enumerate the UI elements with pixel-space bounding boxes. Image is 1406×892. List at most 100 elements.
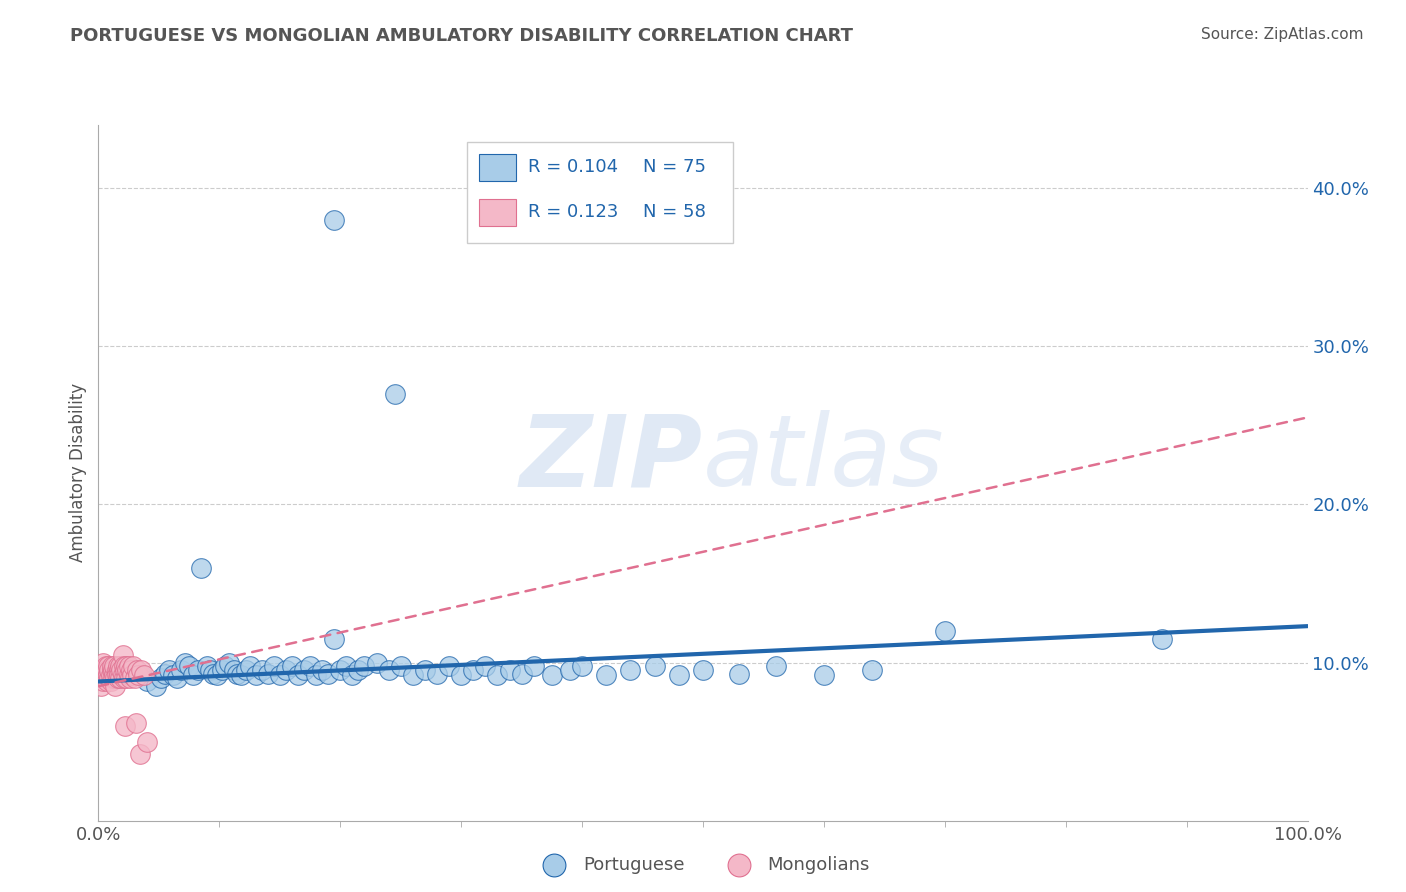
Point bbox=[162, 668, 184, 682]
Point bbox=[498, 664, 520, 678]
Point bbox=[101, 664, 124, 678]
Point bbox=[108, 664, 131, 678]
Point bbox=[118, 658, 141, 673]
Point bbox=[384, 386, 406, 401]
Point bbox=[329, 664, 352, 678]
Point bbox=[218, 656, 240, 670]
Point bbox=[177, 658, 201, 673]
Point bbox=[117, 664, 139, 678]
Point bbox=[103, 658, 125, 673]
Point bbox=[222, 664, 245, 678]
Point bbox=[323, 632, 346, 646]
Point bbox=[413, 664, 436, 678]
Point bbox=[107, 671, 129, 685]
Point bbox=[619, 664, 641, 678]
Point bbox=[239, 658, 262, 673]
Point bbox=[644, 658, 666, 673]
Point bbox=[668, 668, 690, 682]
Point bbox=[89, 671, 111, 685]
Point bbox=[111, 668, 134, 682]
Point bbox=[298, 658, 321, 673]
Point bbox=[101, 671, 124, 685]
Point bbox=[281, 658, 304, 673]
Point bbox=[127, 664, 149, 678]
Point bbox=[474, 658, 496, 673]
Point bbox=[112, 658, 135, 673]
Point bbox=[195, 658, 218, 673]
Point bbox=[263, 658, 285, 673]
Point bbox=[153, 666, 176, 681]
Point bbox=[100, 668, 122, 682]
Point bbox=[96, 674, 118, 689]
Point bbox=[115, 658, 138, 673]
Point bbox=[235, 664, 257, 678]
Point bbox=[523, 658, 546, 673]
Point bbox=[366, 656, 388, 670]
Point bbox=[934, 624, 956, 638]
Point bbox=[94, 671, 117, 685]
Point bbox=[181, 668, 204, 682]
Point bbox=[174, 656, 197, 670]
Point bbox=[463, 664, 485, 678]
Point bbox=[292, 664, 315, 678]
Point bbox=[105, 668, 128, 682]
Point bbox=[93, 668, 115, 682]
Point bbox=[104, 671, 127, 685]
Point bbox=[97, 668, 120, 682]
Point bbox=[486, 668, 509, 682]
Point bbox=[114, 719, 136, 733]
Point bbox=[127, 668, 149, 682]
FancyBboxPatch shape bbox=[479, 154, 516, 180]
Point bbox=[94, 658, 117, 673]
Text: ZIP: ZIP bbox=[520, 410, 703, 508]
Point bbox=[256, 666, 278, 681]
Point bbox=[120, 664, 142, 678]
Point bbox=[91, 664, 114, 678]
Point bbox=[98, 664, 121, 678]
Text: N = 75: N = 75 bbox=[643, 158, 706, 176]
Text: R = 0.104: R = 0.104 bbox=[527, 158, 617, 176]
Point bbox=[134, 668, 156, 682]
Point bbox=[135, 734, 157, 748]
Point bbox=[90, 679, 112, 693]
Point bbox=[108, 668, 131, 682]
Point bbox=[97, 658, 120, 673]
Point bbox=[540, 668, 562, 682]
Point bbox=[571, 658, 593, 673]
Point bbox=[157, 664, 180, 678]
Point bbox=[595, 668, 617, 682]
Point bbox=[145, 679, 167, 693]
Point bbox=[269, 668, 291, 682]
Point bbox=[316, 666, 339, 681]
Point bbox=[377, 664, 399, 678]
Point bbox=[124, 671, 146, 685]
Point bbox=[107, 658, 129, 673]
Point bbox=[110, 664, 132, 678]
Text: N = 58: N = 58 bbox=[643, 202, 706, 221]
Point bbox=[226, 666, 249, 681]
Point bbox=[437, 658, 460, 673]
Point bbox=[287, 668, 309, 682]
FancyBboxPatch shape bbox=[467, 142, 734, 244]
Text: Source: ZipAtlas.com: Source: ZipAtlas.com bbox=[1201, 27, 1364, 42]
Point bbox=[187, 664, 209, 678]
Point bbox=[335, 658, 357, 673]
Point bbox=[728, 666, 751, 681]
Point bbox=[108, 671, 131, 685]
Point bbox=[135, 674, 157, 689]
Point bbox=[202, 666, 225, 681]
Point bbox=[103, 668, 125, 682]
Point bbox=[91, 656, 114, 670]
Point bbox=[105, 664, 128, 678]
Legend: Portuguese, Mongolians: Portuguese, Mongolians bbox=[529, 849, 877, 881]
Point bbox=[311, 664, 333, 678]
Point bbox=[450, 668, 472, 682]
Point bbox=[342, 668, 364, 682]
Point bbox=[765, 658, 787, 673]
Point bbox=[98, 671, 121, 685]
Point bbox=[108, 658, 131, 673]
Point bbox=[91, 668, 114, 682]
Point bbox=[510, 666, 533, 681]
Point bbox=[129, 664, 152, 678]
Point bbox=[860, 664, 883, 678]
